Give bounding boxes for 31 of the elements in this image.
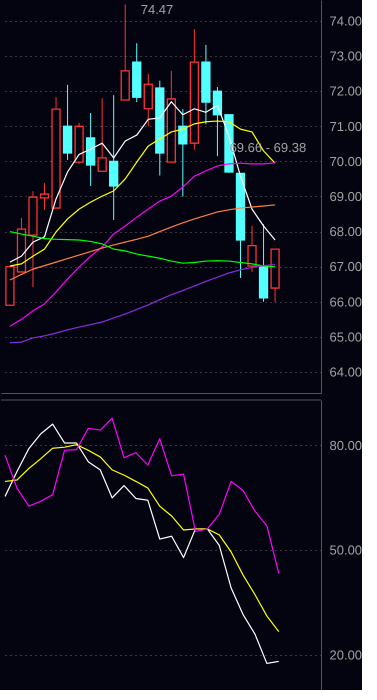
- candlestick: [40, 182, 50, 210]
- candlestick: [28, 190, 38, 288]
- y-tick-label: 70.00: [330, 154, 362, 169]
- line-series: [4, 424, 280, 664]
- annotation: 74.47: [140, 2, 174, 17]
- y-tick-label: 50.00: [330, 542, 362, 558]
- y-tick-label: 80.00: [330, 438, 362, 453]
- candlestick: [201, 44, 211, 125]
- y-tick-label: 74.00: [330, 14, 362, 29]
- y-tick-label: 68.00: [330, 224, 362, 240]
- line-series: [9, 230, 276, 268]
- candlestick: [109, 94, 118, 221]
- y-tick-label: 69.00: [330, 189, 362, 204]
- y-tick-label: 67.00: [330, 259, 362, 274]
- y-tick-label: 65.00: [330, 329, 362, 344]
- line-series: [4, 418, 280, 574]
- y-tick-label: 20.00: [330, 648, 362, 663]
- candlestick: [258, 224, 268, 302]
- candlestick: [155, 80, 164, 176]
- y-tick-label: 73.00: [330, 48, 362, 64]
- candlestick: [62, 84, 72, 161]
- line-series: [4, 444, 280, 632]
- line-series: [9, 162, 276, 327]
- candlestick: [86, 112, 96, 186]
- candlestick: [144, 74, 153, 127]
- y-tick-label: 66.00: [330, 294, 362, 310]
- line-series: [9, 204, 276, 281]
- y-tick-label: 64.00: [330, 364, 362, 380]
- y-tick-label: 72.00: [330, 84, 362, 99]
- candlestick: [178, 108, 188, 197]
- y-tick-label: 71.00: [330, 118, 362, 134]
